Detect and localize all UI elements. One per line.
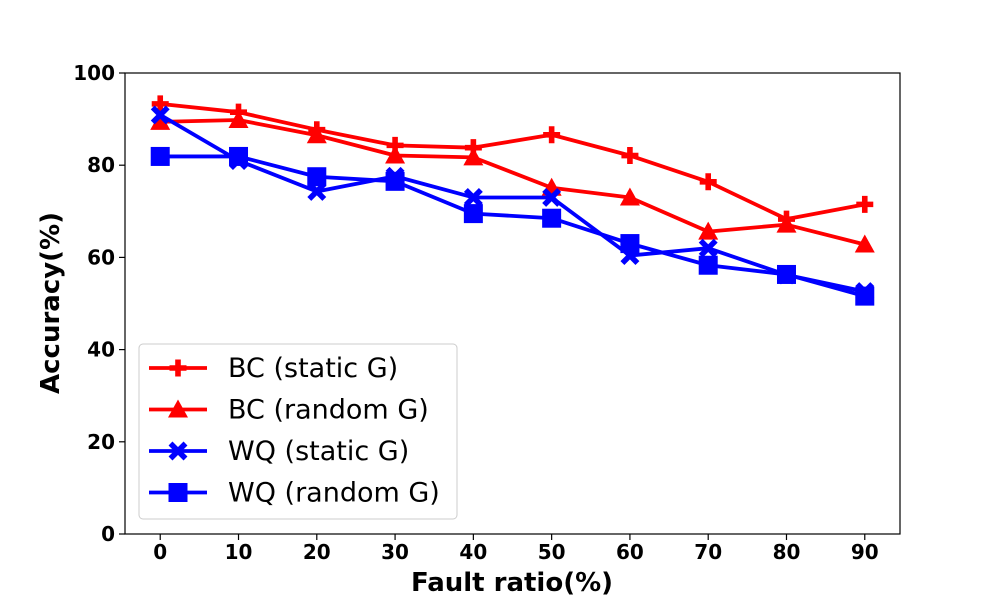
y-tick-label: 0 [101, 522, 115, 546]
data-point [542, 188, 562, 207]
legend-marker [168, 399, 188, 418]
data-point [386, 136, 404, 154]
x-tick-label: 20 [303, 540, 331, 564]
data-point [150, 111, 171, 130]
legend-marker [168, 483, 188, 502]
data-point [151, 95, 169, 113]
data-point [385, 171, 405, 191]
x-axis-ticks: 0 10 20 30 40 50 60 70 80 90 [153, 534, 879, 564]
legend: BC (static G) BC (random G) WQ (static G) W… [138, 343, 458, 520]
data-point [699, 173, 717, 191]
legend-label: BC (random G) [228, 395, 429, 426]
legend-item: BC (random G) [149, 395, 429, 426]
data-point [463, 188, 483, 207]
y-tick-label: 20 [87, 430, 115, 454]
legend-label: BC (static G) [228, 353, 398, 384]
data-point [307, 167, 327, 187]
x-tick-label: 70 [694, 540, 722, 564]
series-line [159, 113, 866, 294]
series-3 [150, 146, 875, 306]
data-point [229, 146, 249, 166]
y-tick-label: 60 [87, 245, 115, 269]
legend-item: WQ (random G) [149, 478, 440, 509]
y-axis-ticks: 0 20 40 60 80 100 [73, 61, 125, 546]
plot-frame [124, 72, 901, 535]
legend-marker [169, 359, 187, 377]
y-tick-label: 40 [87, 338, 115, 362]
data-point [776, 214, 797, 233]
data-point [150, 146, 170, 166]
legend-label: WQ (random G) [228, 478, 440, 509]
data-point [385, 145, 406, 164]
y-axis-label: Accuracy(%) [36, 212, 66, 394]
data-point [698, 221, 719, 240]
data-point [621, 147, 639, 165]
x-tick-label: 90 [851, 540, 879, 564]
data-point [855, 286, 875, 306]
data-point [698, 238, 718, 258]
x-tick-label: 60 [616, 540, 644, 564]
x-tick-label: 80 [773, 540, 801, 564]
data-point [307, 182, 327, 201]
series-line [160, 154, 866, 298]
x-tick-label: 30 [381, 540, 409, 564]
data-point [463, 147, 484, 166]
plot-marks [150, 95, 875, 306]
series-line [160, 101, 866, 222]
data-point [619, 187, 640, 206]
x-tick-label: 50 [538, 540, 566, 564]
data-point [150, 105, 170, 125]
legend-frame [138, 343, 458, 520]
legend-label: WQ (static G) [228, 436, 409, 467]
data-point [463, 204, 483, 224]
series-1 [150, 110, 875, 253]
legend-item: WQ (static G) [149, 436, 409, 467]
data-point [698, 255, 718, 275]
data-point [306, 125, 327, 144]
x-tick-label: 10 [225, 540, 253, 564]
x-tick-label: 0 [153, 540, 167, 564]
x-tick-label: 40 [459, 540, 487, 564]
series-line [160, 118, 866, 247]
data-point [854, 234, 875, 253]
legend-item: BC (static G) [149, 353, 398, 384]
data-point [228, 110, 249, 129]
data-point [620, 234, 640, 254]
y-tick-label: 80 [87, 153, 115, 177]
y-tick-label: 100 [73, 61, 115, 85]
data-point [542, 208, 562, 228]
data-point [856, 195, 874, 213]
legend-marker [168, 441, 188, 461]
data-point [776, 264, 796, 284]
x-axis-label: Fault ratio(%) [411, 568, 613, 598]
data-point [543, 126, 561, 144]
